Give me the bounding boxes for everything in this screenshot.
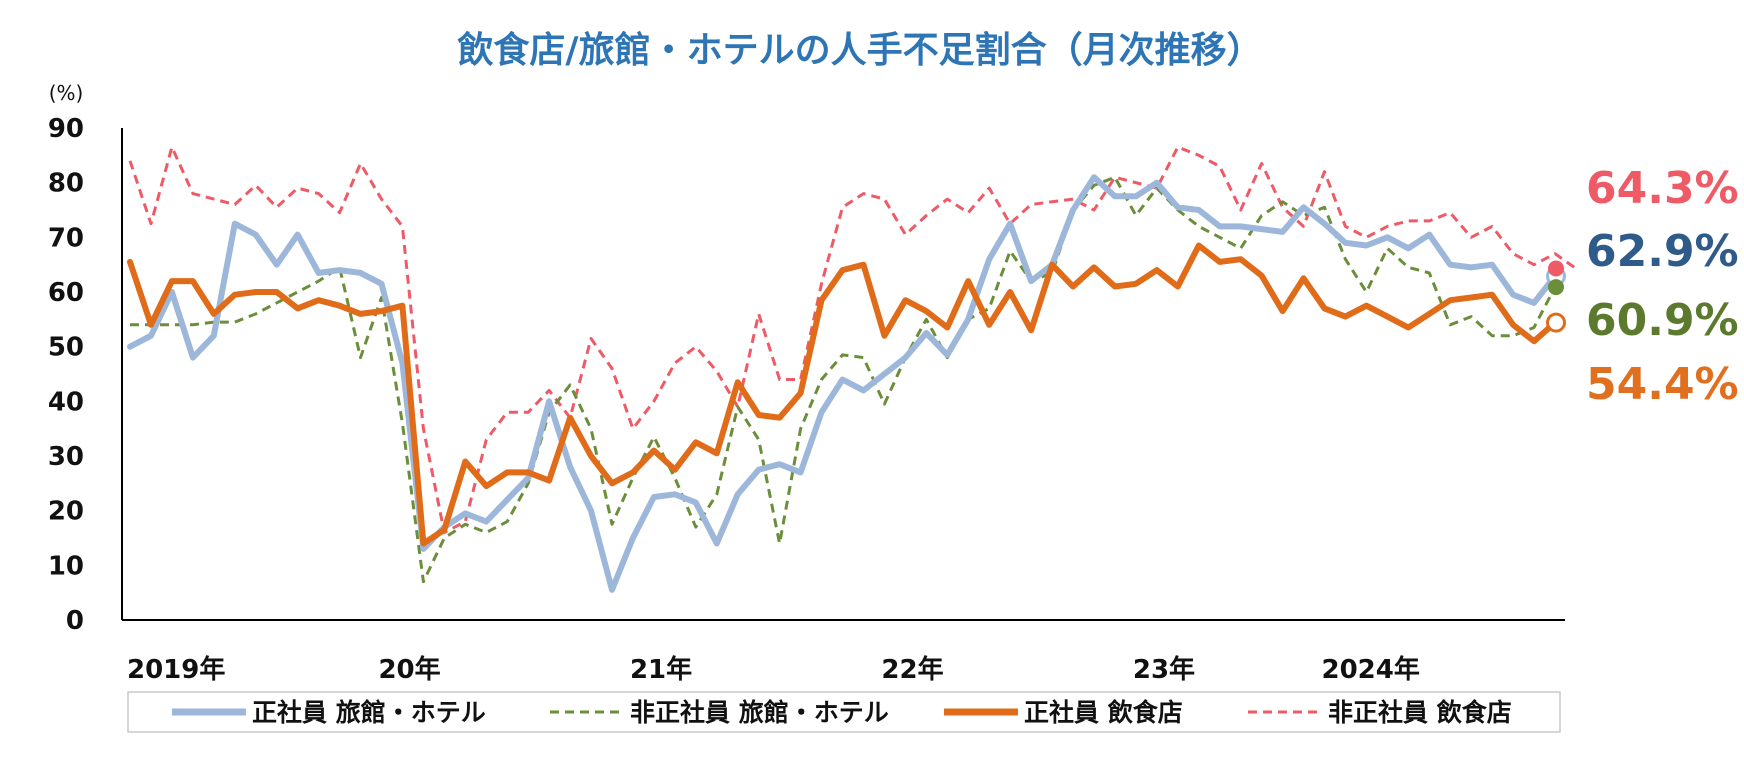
end-point-marker: [1548, 260, 1564, 277]
end-point-marker: [1546, 312, 1566, 333]
legend: 正社員 旅館・ホテル 非正社員 旅館・ホテル 正社員 飲食店 非正社員 飲食店: [127, 691, 1561, 733]
y-tick-label: 90: [48, 114, 84, 144]
series-line: [127, 174, 1558, 593]
legend-label: 正社員 旅館・ホテル: [252, 698, 486, 727]
end-value-label: 54.4%: [1586, 359, 1739, 410]
y-tick-label: 70: [48, 223, 84, 253]
legend-label: 非正社員 旅館・ホテル: [630, 698, 889, 727]
x-axis-ticks: 2019年 20年 21年 22年 23年 2024年: [127, 654, 1420, 685]
y-axis-unit: (%): [49, 81, 84, 105]
y-tick-label: 50: [48, 333, 84, 363]
series-line: [128, 145, 1577, 534]
y-tick-label: 20: [48, 497, 84, 527]
y-tick-label: 80: [48, 169, 84, 199]
legend-label: 正社員 飲食店: [1024, 698, 1183, 727]
y-tick-label: 10: [48, 551, 84, 581]
y-axis-ticks: 90 80 70 60 50 40 30 20 10 0: [48, 114, 84, 636]
end-value-label: 60.9%: [1586, 295, 1739, 346]
y-tick-label: 40: [48, 387, 84, 417]
legend-box: [127, 691, 1561, 733]
x-tick-label: 23年: [1133, 654, 1195, 685]
end-value-label: 64.3%: [1586, 163, 1739, 214]
series-lines: [127, 145, 1577, 593]
end-point-marker: [1548, 279, 1564, 296]
y-tick-label: 60: [48, 278, 84, 308]
end-value-label: 62.9%: [1586, 226, 1739, 277]
x-tick-label: 20年: [378, 654, 440, 685]
x-tick-label: 2024年: [1321, 654, 1419, 685]
y-tick-label: 0: [66, 606, 84, 636]
chart-title: 飲食店/旅館・ホテルの人手不足割合（月次推移）: [457, 29, 1262, 71]
series-line: [127, 242, 1558, 547]
x-tick-label: 22年: [881, 654, 943, 685]
x-tick-label: 21年: [630, 654, 692, 685]
end-labels: 64.3% 62.9% 60.9% 54.4%: [1586, 163, 1739, 410]
y-tick-label: 30: [48, 442, 84, 472]
legend-label: 非正社員 飲食店: [1328, 698, 1512, 727]
end-markers: [1546, 260, 1566, 333]
x-tick-label: 2019年: [127, 654, 225, 685]
series-line: [130, 175, 1557, 584]
